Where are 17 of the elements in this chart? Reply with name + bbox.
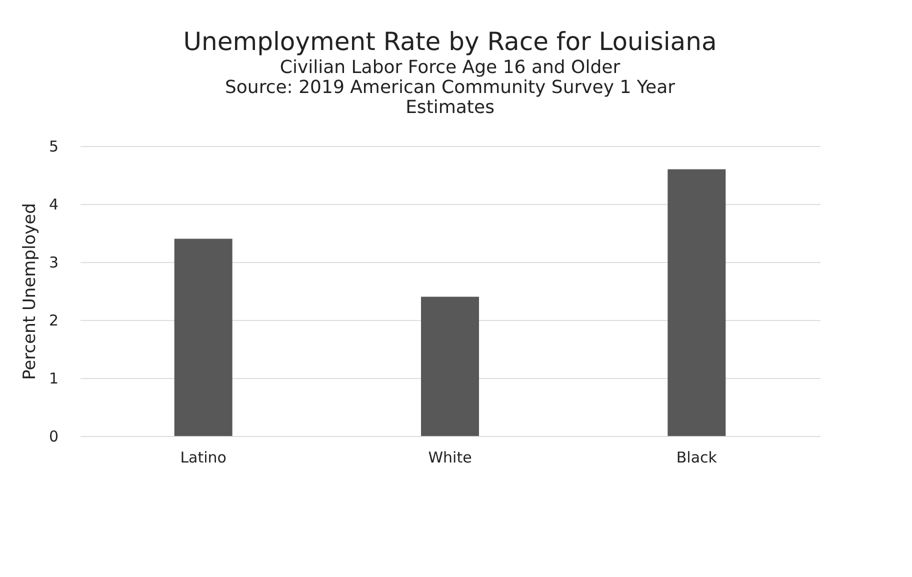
- x-tick-label: Black: [676, 448, 718, 466]
- x-tick-label: Latino: [180, 448, 226, 466]
- bar: [174, 238, 232, 436]
- text: Estimates: [406, 97, 494, 118]
- y-tick-label: 1: [48, 370, 58, 388]
- bar: [421, 296, 479, 436]
- chart-title: Unemployment Rate by Race for Louisiana: [183, 27, 717, 56]
- y-tick-label: 3: [48, 254, 58, 272]
- y-tick-label: 2: [48, 312, 58, 330]
- y-tick-label: 5: [48, 138, 58, 156]
- chart-subtitle: Civilian Labor Force Age 16 and Older: [280, 57, 621, 78]
- y-tick-label: 0: [48, 428, 58, 446]
- y-tick-label: 4: [48, 196, 58, 214]
- y-axis-title: Percent Unemployed: [20, 203, 40, 380]
- x-tick-label: White: [428, 448, 472, 466]
- bar: [668, 169, 726, 436]
- source-note: Source: 2019 American Community Survey 1 Year: [224, 77, 676, 98]
